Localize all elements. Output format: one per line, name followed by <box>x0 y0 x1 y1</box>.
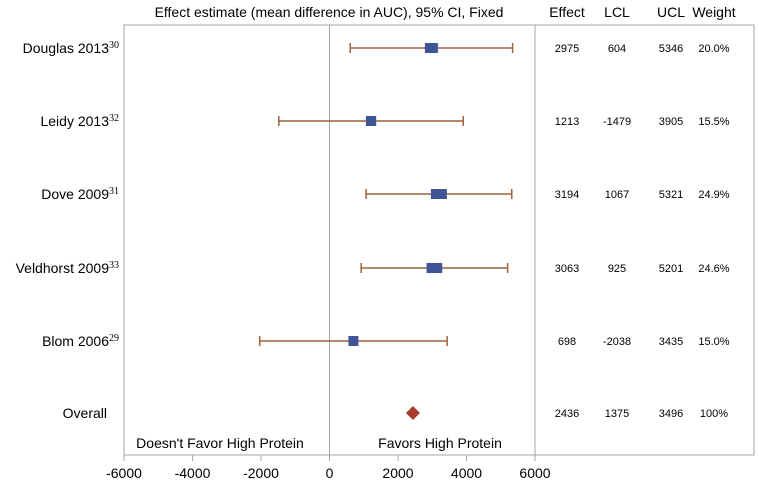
overall-row: Overall 2436 1375 3496 100% <box>63 405 729 421</box>
overall-effect-value: 2436 <box>555 408 579 420</box>
study-label: Leidy 201332 <box>40 113 119 129</box>
header-effect: Effect <box>549 4 585 20</box>
study-reference: 30 <box>109 40 119 51</box>
study-reference: 32 <box>109 113 119 124</box>
lcl-value: 925 <box>608 263 626 275</box>
header-weight: Weight <box>692 4 735 20</box>
study-label: Douglas 201330 <box>23 40 119 56</box>
study-name: Blom 2006 <box>42 333 109 349</box>
study-row: Blom 200629 698 -2038 3435 15.0% <box>42 333 730 349</box>
x-tick-label: -2000 <box>243 465 279 481</box>
lcl-value: -1479 <box>603 116 631 128</box>
effect-marker <box>424 43 438 53</box>
ucl-value: 5201 <box>659 263 683 275</box>
overall-ucl-value: 3496 <box>659 408 683 420</box>
x-tick-label: -6000 <box>106 465 142 481</box>
effect-value: 1213 <box>555 116 579 128</box>
right-annotation: Favors High Protein <box>378 435 502 451</box>
weight-value: 20.0% <box>698 43 729 55</box>
column-headers: Effect LCL UCL Weight <box>549 4 736 20</box>
study-reference: 31 <box>109 186 119 197</box>
overall-label: Overall <box>63 405 107 421</box>
effect-marker <box>365 116 377 126</box>
ucl-value: 3905 <box>659 116 683 128</box>
study-row: Veldhorst 200933 3063 925 5201 24.6% <box>16 260 730 276</box>
weight-value: 15.0% <box>698 336 729 348</box>
x-tick-label: 2000 <box>382 465 413 481</box>
study-reference: 33 <box>109 260 119 271</box>
header-ucl: UCL <box>657 4 685 20</box>
weight-value: 24.9% <box>698 189 729 201</box>
study-name: Douglas 2013 <box>23 40 110 56</box>
weight-value: 15.5% <box>698 116 729 128</box>
overall-diamond <box>405 406 420 420</box>
study-rows: Douglas 201330 2975 604 5346 20.0% Leidy 2013… <box>16 40 730 349</box>
effect-marker <box>426 263 443 273</box>
study-row: Douglas 201330 2975 604 5346 20.0% <box>23 40 730 56</box>
ucl-value: 5321 <box>659 189 683 201</box>
left-annotation: Doesn't Favor High Protein <box>136 435 304 451</box>
x-tick-label: -4000 <box>175 465 211 481</box>
study-row: Leidy 201332 1213 -1479 3905 15.5% <box>40 113 729 129</box>
effect-value: 3194 <box>555 189 579 201</box>
ucl-value: 3435 <box>659 336 683 348</box>
effect-value: 2975 <box>555 43 579 55</box>
weight-value: 24.6% <box>698 263 729 275</box>
lcl-value: 604 <box>608 43 626 55</box>
effect-value: 698 <box>558 336 576 348</box>
study-label: Dove 200931 <box>41 186 119 202</box>
x-tick-label: 6000 <box>519 465 550 481</box>
lcl-value: -2038 <box>603 336 631 348</box>
chart-title: Effect estimate (mean difference in AUC)… <box>155 4 504 20</box>
study-label: Veldhorst 200933 <box>16 260 119 276</box>
study-reference: 29 <box>109 333 119 344</box>
study-label: Blom 200629 <box>42 333 119 349</box>
plot-frame <box>123 24 755 456</box>
x-tick-label: 4000 <box>451 465 482 481</box>
effect-marker <box>348 336 359 346</box>
overall-weight-value: 100% <box>700 408 728 420</box>
study-row: Dove 200931 3194 1067 5321 24.9% <box>41 186 730 202</box>
study-name: Leidy 2013 <box>40 113 109 129</box>
study-name: Dove 2009 <box>41 186 109 202</box>
header-lcl: LCL <box>604 4 630 20</box>
x-tick-label: 0 <box>326 465 334 481</box>
study-name: Veldhorst 2009 <box>16 260 110 276</box>
effect-value: 3063 <box>555 263 579 275</box>
effect-marker <box>430 189 447 199</box>
x-axis: -6000 -4000 -2000 0 2000 4000 6000 <box>106 455 551 481</box>
overall-lcl-value: 1375 <box>605 408 629 420</box>
lcl-value: 1067 <box>605 189 629 201</box>
ucl-value: 5346 <box>659 43 683 55</box>
